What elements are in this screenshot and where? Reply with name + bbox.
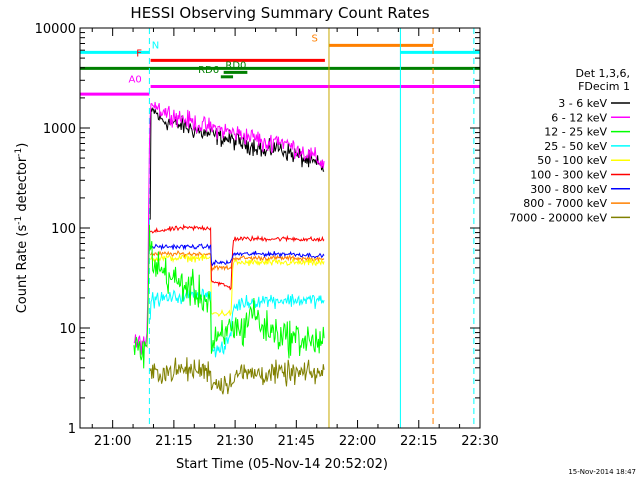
legend-label-3: 25 - 50 keV [544,140,607,153]
series-line-5 [149,223,325,291]
series-line-7 [149,249,325,272]
flag-label-5: RD0 [225,60,246,71]
y-tick-label-1: 10 [59,322,76,337]
x-tick-label-2: 21:30 [216,434,253,449]
legend-title-0: Det 1,3,6, [575,67,630,80]
y-tick-label-3: 1000 [43,122,76,137]
flag-label-6: RD6 [198,65,219,76]
x-tick-label-4: 22:00 [339,434,376,449]
y-tick-label-0: 1 [68,422,76,437]
flag-label-3: F [136,48,142,59]
y-axis-ticks: 1 10 100 1000 10000 [35,22,480,437]
y-tick-label-4: 10000 [35,22,76,37]
legend-label-0: 3 - 6 keV [558,97,607,110]
legend-label-4: 50 - 100 keV [537,154,607,167]
series-line-1 [133,101,325,355]
legend-label-7: 800 - 7000 keV [523,197,607,210]
legend-label-8: 7000 - 20000 keV [509,211,607,224]
x-axis-label: Start Time (05-Nov-14 20:52:02) [176,457,388,472]
legend-label-5: 100 - 300 keV [530,169,607,182]
series-line-3 [149,288,325,358]
legend-label-1: 6 - 12 keV [551,111,607,124]
flag-label-2: S [312,33,318,44]
x-tick-label-1: 21:15 [155,434,192,449]
x-tick-label-5: 22:15 [400,434,437,449]
series-line-4 [149,253,325,318]
legend-label-2: 12 - 25 keV [544,126,607,139]
series-line-8 [149,357,325,395]
x-tick-label-6: 22:30 [461,434,498,449]
x-tick-label-0: 21:00 [94,434,131,449]
series-line-2 [133,224,325,369]
series-line-6 [149,243,325,267]
x-axis-ticks: 21:00 21:15 21:30 21:45 22:00 22:15 22:30 [91,28,499,449]
footer-date: 15-Nov-2014 18:47 [568,468,636,476]
flag-label-0: N [152,40,159,51]
legend-title-1: FDecim 1 [578,80,630,93]
legend-label-6: 300 - 800 keV [530,183,607,196]
chart-title: HESSI Observing Summary Count Rates [130,4,429,22]
flag-label-7: A0 [129,75,142,86]
x-tick-label-3: 21:45 [278,434,315,449]
y-axis-label: Count Rate (s-1 detector-1) [14,143,30,314]
series-line-0 [149,107,325,220]
y-tick-label-2: 100 [51,222,76,237]
series-lines [133,101,325,395]
flag-bars: N S F RD0 RD6 A0 [80,33,480,96]
